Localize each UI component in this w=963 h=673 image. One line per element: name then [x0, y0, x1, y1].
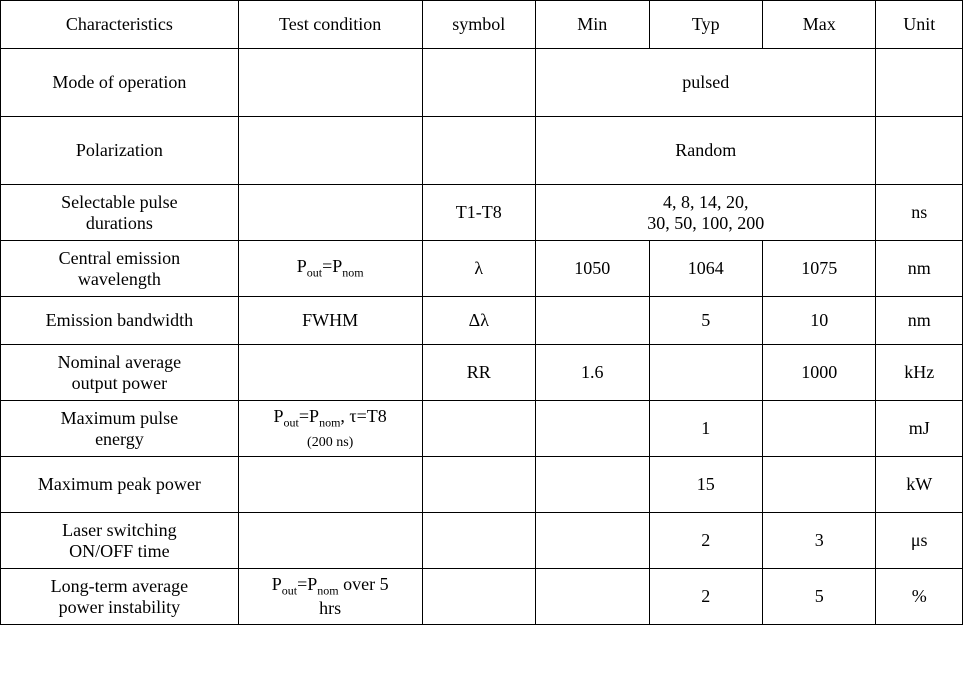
cell-test-condition: [238, 49, 422, 117]
cell-text-line1: 4, 8, 14, 20,: [663, 192, 749, 212]
table-row: Maximum pulse energy Pout=Pnom, τ=T8(200…: [1, 401, 963, 457]
table-row: Maximum peak power 15 kW: [1, 457, 963, 513]
cell-test-condition: Pout=Pnom: [238, 241, 422, 297]
cell-symbol: RR: [422, 345, 535, 401]
cell-min: 1.6: [536, 345, 649, 401]
cell-characteristics: Long-term average power instability: [1, 569, 239, 625]
cell-text-line2: ON/OFF time: [69, 541, 170, 561]
col-header-unit: Unit: [876, 1, 963, 49]
table-row: Laser switching ON/OFF time 2 3 μs: [1, 513, 963, 569]
cell-characteristics: Maximum pulse energy: [1, 401, 239, 457]
cell-text-line2: 30, 50, 100, 200: [647, 213, 764, 233]
cell-symbol: Δλ: [422, 297, 535, 345]
cell-symbol: [422, 457, 535, 513]
cell-min: [536, 569, 649, 625]
cell-text-line1: Long-term average: [51, 576, 188, 596]
cell-unit: [876, 49, 963, 117]
cell-characteristics: Nominal average output power: [1, 345, 239, 401]
table-row: Long-term average power instability Pout…: [1, 569, 963, 625]
table-row: Mode of operation pulsed: [1, 49, 963, 117]
cell-min: [536, 401, 649, 457]
cell-max: 1000: [763, 345, 876, 401]
cell-text-line2: energy: [95, 429, 144, 449]
table-row: Selectable pulse durations T1-T8 4, 8, 1…: [1, 185, 963, 241]
cell-test-condition: FWHM: [238, 297, 422, 345]
cell-unit: mJ: [876, 401, 963, 457]
cell-max: 1075: [763, 241, 876, 297]
cell-typ: 1: [649, 401, 762, 457]
cell-min: [536, 457, 649, 513]
cell-max: [763, 457, 876, 513]
cell-unit: [876, 117, 963, 185]
cell-text-line1: Selectable pulse: [61, 192, 177, 212]
cell-characteristics: Mode of operation: [1, 49, 239, 117]
cell-test-condition: [238, 345, 422, 401]
cell-test-condition: [238, 457, 422, 513]
cell-unit: nm: [876, 241, 963, 297]
table-row: Emission bandwidth FWHM Δλ 5 10 nm: [1, 297, 963, 345]
cell-text-line1: Central emission: [59, 248, 180, 268]
cell-symbol: [422, 49, 535, 117]
table-header-row: Characteristics Test condition symbol Mi…: [1, 1, 963, 49]
cell-merged-value: Random: [536, 117, 876, 185]
cell-characteristics: Laser switching ON/OFF time: [1, 513, 239, 569]
cell-test-condition: [238, 185, 422, 241]
table-row: Central emission wavelength Pout=Pnom λ …: [1, 241, 963, 297]
cell-min: 1050: [536, 241, 649, 297]
cell-merged-value: 4, 8, 14, 20, 30, 50, 100, 200: [536, 185, 876, 241]
cell-unit: nm: [876, 297, 963, 345]
cell-symbol: [422, 401, 535, 457]
cell-test-condition: [238, 117, 422, 185]
cell-typ: 15: [649, 457, 762, 513]
cell-test-condition: [238, 513, 422, 569]
cell-min: [536, 513, 649, 569]
cell-characteristics: Central emission wavelength: [1, 241, 239, 297]
cell-symbol: λ: [422, 241, 535, 297]
cell-text-line2: wavelength: [78, 269, 161, 289]
cell-text-line1: Laser switching: [62, 520, 176, 540]
cell-text-line1: Nominal average: [58, 352, 181, 372]
cell-max: 10: [763, 297, 876, 345]
cell-max: [763, 401, 876, 457]
cell-unit: μs: [876, 513, 963, 569]
cell-typ: 2: [649, 569, 762, 625]
cell-symbol: [422, 569, 535, 625]
cell-characteristics: Maximum peak power: [1, 457, 239, 513]
cell-typ: 5: [649, 297, 762, 345]
table-row: Nominal average output power RR 1.6 1000…: [1, 345, 963, 401]
col-header-characteristics: Characteristics: [1, 1, 239, 49]
cell-unit: ns: [876, 185, 963, 241]
cell-merged-value: pulsed: [536, 49, 876, 117]
cell-unit: kW: [876, 457, 963, 513]
cell-text-line2: power instability: [59, 597, 180, 617]
col-header-min: Min: [536, 1, 649, 49]
cell-test-condition: Pout=Pnom over 5hrs: [238, 569, 422, 625]
cell-symbol: [422, 117, 535, 185]
cell-symbol: T1-T8: [422, 185, 535, 241]
cell-typ: [649, 345, 762, 401]
cell-text-line2: output power: [72, 373, 167, 393]
cell-unit: %: [876, 569, 963, 625]
cell-typ: 1064: [649, 241, 762, 297]
cell-characteristics: Emission bandwidth: [1, 297, 239, 345]
cell-unit: kHz: [876, 345, 963, 401]
cell-symbol: [422, 513, 535, 569]
table-row: Polarization Random: [1, 117, 963, 185]
cell-characteristics: Polarization: [1, 117, 239, 185]
cell-max: 5: [763, 569, 876, 625]
col-header-test-condition: Test condition: [238, 1, 422, 49]
cell-characteristics: Selectable pulse durations: [1, 185, 239, 241]
spec-table: Characteristics Test condition symbol Mi…: [0, 0, 963, 625]
cell-text-line1: Maximum pulse: [61, 408, 179, 428]
col-header-symbol: symbol: [422, 1, 535, 49]
cell-max: 3: [763, 513, 876, 569]
cell-test-condition: Pout=Pnom, τ=T8(200 ns): [238, 401, 422, 457]
cell-typ: 2: [649, 513, 762, 569]
cell-text-line2: durations: [86, 213, 153, 233]
cell-min: [536, 297, 649, 345]
col-header-max: Max: [763, 1, 876, 49]
col-header-typ: Typ: [649, 1, 762, 49]
